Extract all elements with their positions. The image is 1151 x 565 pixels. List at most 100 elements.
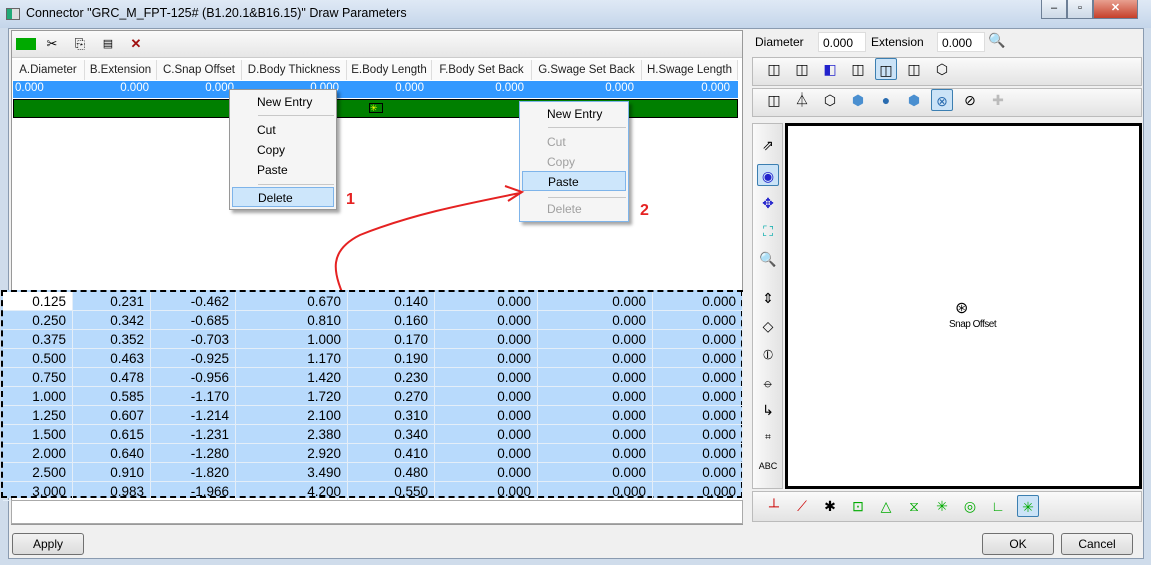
pasted-cell[interactable]: 1.720 xyxy=(236,387,348,406)
pasted-cell[interactable]: 3.490 xyxy=(236,463,348,482)
pasted-cell[interactable]: -1.214 xyxy=(151,406,236,425)
cube-top-icon[interactable]: ◫ xyxy=(851,61,865,77)
snap-circle-icon[interactable]: ◎ xyxy=(963,498,977,514)
close-button[interactable]: ✕ xyxy=(1093,0,1138,19)
pasted-cell[interactable]: 2.500 xyxy=(3,463,73,482)
pasted-cell[interactable]: 0.000 xyxy=(435,292,538,311)
delete-icon[interactable]: ✕ xyxy=(130,36,142,51)
pasted-cell[interactable]: -0.685 xyxy=(151,311,236,330)
maximize-button[interactable]: ▫ xyxy=(1067,0,1093,19)
pasted-cell[interactable]: 0.340 xyxy=(348,425,435,444)
pasted-cell[interactable]: -1.280 xyxy=(151,444,236,463)
pasted-cell[interactable]: 0.125 xyxy=(3,292,73,311)
pasted-cell[interactable]: 0.000 xyxy=(653,311,743,330)
snap-midpoint-icon[interactable]: △ xyxy=(880,498,892,514)
new-entry-icon[interactable] xyxy=(16,38,36,50)
pasted-cell[interactable]: 0.000 xyxy=(538,292,653,311)
pasted-cell[interactable]: 0.000 xyxy=(653,463,743,482)
cancel-button[interactable]: Cancel xyxy=(1061,533,1133,555)
pasted-cell[interactable]: 0.000 xyxy=(653,368,743,387)
menu2-paste[interactable]: Paste xyxy=(522,171,626,191)
snap-corner-icon[interactable]: ∟ xyxy=(991,498,1005,514)
pasted-cell[interactable]: 0.000 xyxy=(653,387,743,406)
sphere-icon[interactable]: ● xyxy=(881,92,891,108)
selected-row-cell[interactable]: 0.000 xyxy=(205,82,234,94)
pasted-cell[interactable]: -1.170 xyxy=(151,387,236,406)
pasted-cell[interactable]: 0.000 xyxy=(538,311,653,330)
pasted-cell[interactable]: -0.462 xyxy=(151,292,236,311)
pasted-cell[interactable]: 2.920 xyxy=(236,444,348,463)
shaded-cube-icon[interactable]: ⬢ xyxy=(907,92,921,108)
pasted-cell[interactable]: 0.000 xyxy=(653,349,743,368)
pasted-cell[interactable]: 0.000 xyxy=(435,330,538,349)
cube-back-icon[interactable]: ◫ xyxy=(875,58,897,80)
coordinate-icon[interactable]: ⌗ xyxy=(765,432,771,443)
pan-icon[interactable]: ✥ xyxy=(762,195,774,211)
selected-row[interactable]: 0.000 0.000 0.000 0.000 0.000 0.000 0.000 0.000 xyxy=(13,81,738,98)
pasted-cell[interactable]: 3.000 xyxy=(3,482,73,501)
snap-nearest-icon[interactable]: ⧖ xyxy=(909,498,919,514)
zoom-preview-icon[interactable]: 🔍 xyxy=(988,32,1006,48)
pasted-cell[interactable]: 0.910 xyxy=(73,463,151,482)
column-header[interactable]: C.Snap Offset xyxy=(157,60,242,80)
pasted-cell[interactable]: -0.703 xyxy=(151,330,236,349)
paste-icon[interactable]: ▤ xyxy=(102,38,114,50)
pasted-cell[interactable]: 0.000 xyxy=(538,330,653,349)
radius-icon[interactable]: ⦶ xyxy=(762,346,774,362)
pasted-cell[interactable]: 1.000 xyxy=(3,387,73,406)
pasted-cell[interactable]: 0.310 xyxy=(348,406,435,425)
arrow-select-icon[interactable]: ⇗ xyxy=(762,137,774,153)
pasted-cell[interactable]: 0.640 xyxy=(73,444,151,463)
pasted-cell[interactable]: 0.342 xyxy=(73,311,151,330)
pasted-cell[interactable]: 0.000 xyxy=(538,482,653,501)
selected-row-cell[interactable]: 0.000 xyxy=(495,82,524,94)
hidden-line-icon[interactable]: ⏃ xyxy=(795,92,809,108)
pasted-cell[interactable]: 1.500 xyxy=(3,425,73,444)
pasted-cell[interactable]: -1.820 xyxy=(151,463,236,482)
pasted-cell[interactable]: 0.607 xyxy=(73,406,151,425)
menu1-paste[interactable]: Paste xyxy=(257,163,288,177)
pasted-cell[interactable]: 1.420 xyxy=(236,368,348,387)
axes-icon[interactable]: ↳ xyxy=(762,402,774,418)
menu2-new-entry[interactable]: New Entry xyxy=(547,107,603,121)
cube-left-icon[interactable]: ◧ xyxy=(823,61,837,77)
pasted-cell[interactable]: 0.230 xyxy=(348,368,435,387)
endpoint-icon[interactable]: ⟋ xyxy=(797,498,807,514)
pasted-cell[interactable]: 0.983 xyxy=(73,482,151,501)
menu1-copy[interactable]: Copy xyxy=(257,143,286,157)
pasted-cell[interactable]: 0.000 xyxy=(538,368,653,387)
pasted-cell[interactable]: 2.380 xyxy=(236,425,348,444)
pasted-cell[interactable]: 4.200 xyxy=(236,482,348,501)
minimize-button[interactable]: – xyxy=(1041,0,1067,19)
snap-all-icon[interactable]: ✳ xyxy=(1017,495,1039,517)
diameter-field[interactable]: 0.000 xyxy=(818,32,866,52)
selected-row-cell[interactable]: 0.000 xyxy=(605,82,634,94)
no-render-icon[interactable]: ⊘ xyxy=(964,92,976,108)
selected-row-cell[interactable]: 0.000 xyxy=(120,82,149,94)
pasted-cell[interactable]: 0.480 xyxy=(348,463,435,482)
pasted-cell[interactable]: 0.410 xyxy=(348,444,435,463)
pasted-cell[interactable]: 2.000 xyxy=(3,444,73,463)
selected-row-cell[interactable]: 0.000 xyxy=(15,82,44,94)
orbit-icon[interactable]: ◉ xyxy=(757,164,779,186)
column-header[interactable]: B.Extension xyxy=(85,60,157,80)
pasted-cell[interactable]: 0.000 xyxy=(538,444,653,463)
apply-button[interactable]: Apply xyxy=(12,533,84,555)
zoom-window-icon[interactable]: 🔍 xyxy=(759,251,777,267)
pasted-spreadsheet-selection[interactable]: 0.125 0.231 -0.462 0.670 0.140 0.000 0.000 0.00… xyxy=(1,290,743,501)
perpendicular-icon[interactable]: ┴ xyxy=(769,498,779,514)
column-header[interactable]: A.Diameter xyxy=(12,60,85,80)
pasted-cell[interactable]: 0.615 xyxy=(73,425,151,444)
intersection-icon[interactable]: ✱ xyxy=(824,498,836,514)
pasted-cell[interactable]: 1.250 xyxy=(3,406,73,425)
pasted-cell[interactable]: 0.000 xyxy=(435,311,538,330)
pasted-cell[interactable]: -0.956 xyxy=(151,368,236,387)
pasted-cell[interactable]: 0.000 xyxy=(435,425,538,444)
pasted-cell[interactable]: 0.000 xyxy=(538,387,653,406)
cube-iso-dropdown-icon[interactable]: ⬡ xyxy=(935,61,949,77)
pasted-cell[interactable]: 0.000 xyxy=(538,425,653,444)
ok-button[interactable]: OK xyxy=(982,533,1054,555)
menu1-delete[interactable]: Delete xyxy=(232,187,334,207)
text-icon[interactable]: ABC xyxy=(758,461,778,471)
aligned-dimension-icon[interactable]: ◇ xyxy=(762,318,774,334)
